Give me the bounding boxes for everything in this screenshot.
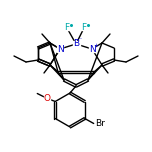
Bar: [64, 24, 70, 29]
Text: N: N: [89, 45, 95, 54]
Bar: [57, 46, 63, 52]
Text: +: +: [93, 43, 99, 48]
Text: Br: Br: [95, 119, 105, 128]
Bar: [44, 96, 50, 101]
Bar: [89, 46, 95, 52]
Bar: [95, 121, 104, 126]
Text: F: F: [81, 22, 86, 31]
Bar: [73, 41, 79, 47]
Text: B: B: [73, 40, 79, 48]
Text: O: O: [44, 94, 51, 103]
Text: F: F: [64, 22, 70, 31]
Bar: [81, 24, 87, 29]
Text: ⁻: ⁻: [78, 38, 82, 43]
Text: N: N: [57, 45, 63, 54]
